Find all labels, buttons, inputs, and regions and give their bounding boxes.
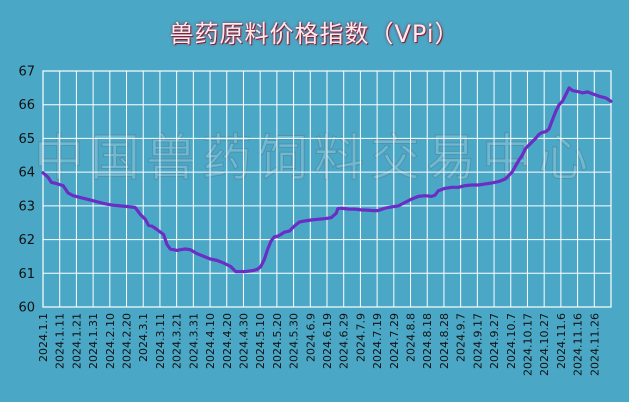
- x-tick-label: 2024.7.29: [388, 313, 401, 369]
- x-tick-label: 2024.5.30: [288, 313, 301, 369]
- x-tick-label: 2024.2.20: [121, 313, 134, 369]
- x-tick-label: 2024.1.21: [70, 313, 83, 369]
- x-tick-label: 2024.11.6: [555, 313, 568, 369]
- x-tick-label: 2024.10.7: [505, 313, 518, 369]
- chart-title: 兽药原料价格指数（VPi）: [169, 20, 460, 48]
- x-tick-label: 2024.6.9: [304, 313, 317, 362]
- y-tick-label: 62: [18, 233, 35, 248]
- x-tick-label: 2024.8.8: [405, 313, 418, 362]
- x-tick-label: 2024.3.31: [187, 313, 200, 369]
- y-tick-label: 61: [18, 267, 35, 282]
- x-tick-label: 2024.3.21: [171, 313, 184, 369]
- x-tick-label: 2024.9.27: [488, 313, 501, 369]
- x-tick-label: 2024.7.19: [371, 313, 384, 369]
- series-line: [41, 86, 613, 274]
- x-tick-label: 2024.4.10: [204, 313, 217, 369]
- x-tick-label: 2024.9.17: [471, 313, 484, 369]
- x-tick-label: 2024.3.11: [154, 313, 167, 369]
- x-tick-label: 2024.4.20: [221, 313, 234, 369]
- x-tick-label: 2024.1.31: [87, 313, 100, 369]
- x-tick-label: 2024.9.7: [455, 313, 468, 362]
- x-tick-label: 2024.8.18: [421, 313, 434, 369]
- y-tick-label: 64: [18, 166, 35, 181]
- x-tick-label: 2024.2.10: [104, 313, 117, 369]
- series-layer: [41, 86, 613, 274]
- x-tick-label: 2024.11.16: [572, 313, 585, 376]
- y-tick-label: 65: [18, 132, 35, 147]
- x-tick-label: 2024.4.30: [237, 313, 250, 369]
- x-tick-label: 2024.7.9: [354, 313, 367, 362]
- x-tick-label: 2024.1.11: [54, 313, 67, 369]
- x-tick-label: 2024.10.27: [538, 313, 551, 376]
- x-tick-label: 2024.3.1: [137, 313, 150, 362]
- x-tick-label: 2024.6.29: [338, 313, 351, 369]
- y-tick-label: 60: [18, 301, 35, 316]
- x-tick-label: 2024.5.10: [254, 313, 267, 369]
- x-tick-label: 2024.5.20: [271, 313, 284, 369]
- y-tick-label: 63: [18, 199, 35, 214]
- x-axis-ticks: 2024.1.1 2024.1.11 2024.1.21 2024.1.31 2024.…: [37, 313, 601, 376]
- y-tick-label: 66: [18, 98, 35, 113]
- x-tick-label: 2024.6.19: [321, 313, 334, 369]
- x-tick-label: 2024.11.26: [588, 313, 601, 376]
- grid-lines: [42, 70, 612, 308]
- x-tick-label: 2024.1.1: [37, 313, 50, 362]
- x-tick-label: 2024.10.17: [521, 313, 534, 376]
- y-tick-label: 67: [18, 65, 35, 80]
- x-tick-label: 2024.8.28: [438, 313, 451, 369]
- y-axis-ticks: 60 61 62 63 64 65 66 67: [18, 65, 35, 316]
